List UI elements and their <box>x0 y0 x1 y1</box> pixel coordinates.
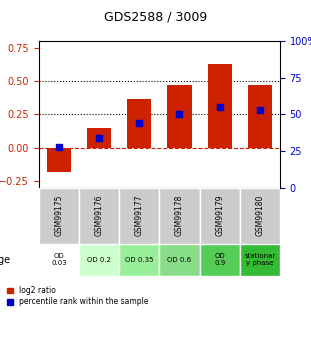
Bar <box>248 85 272 148</box>
Text: GSM99175: GSM99175 <box>54 195 63 236</box>
FancyBboxPatch shape <box>39 188 79 244</box>
Text: GSM99180: GSM99180 <box>255 195 264 236</box>
Text: OD 0.35: OD 0.35 <box>125 257 154 263</box>
Point <box>257 107 262 113</box>
FancyBboxPatch shape <box>79 244 119 276</box>
Legend: log2 ratio, percentile rank within the sample: log2 ratio, percentile rank within the s… <box>7 286 148 306</box>
Point <box>57 144 62 149</box>
FancyBboxPatch shape <box>79 188 119 244</box>
Bar <box>47 148 71 171</box>
Text: OD 0.2: OD 0.2 <box>87 257 111 263</box>
Bar <box>167 85 192 148</box>
FancyBboxPatch shape <box>159 188 200 244</box>
Bar <box>87 128 111 148</box>
FancyBboxPatch shape <box>240 244 280 276</box>
FancyBboxPatch shape <box>200 244 240 276</box>
Bar <box>208 64 232 148</box>
FancyBboxPatch shape <box>200 188 240 244</box>
Bar <box>127 99 151 148</box>
FancyBboxPatch shape <box>240 188 280 244</box>
Text: GSM99178: GSM99178 <box>175 195 184 236</box>
Text: GDS2588 / 3009: GDS2588 / 3009 <box>104 10 207 23</box>
FancyBboxPatch shape <box>159 244 200 276</box>
FancyBboxPatch shape <box>119 188 159 244</box>
Point <box>177 112 182 117</box>
Point <box>137 120 142 126</box>
Point <box>217 105 222 110</box>
Point <box>97 135 102 141</box>
Text: OD 0.6: OD 0.6 <box>167 257 192 263</box>
FancyBboxPatch shape <box>39 244 79 276</box>
Text: GSM99179: GSM99179 <box>215 195 224 236</box>
Text: GSM99176: GSM99176 <box>95 195 104 236</box>
Text: OD
0.03: OD 0.03 <box>51 253 67 266</box>
Text: OD
0.9: OD 0.9 <box>214 253 225 266</box>
FancyBboxPatch shape <box>119 244 159 276</box>
Text: stationar
y phase: stationar y phase <box>244 253 276 266</box>
Text: GSM99177: GSM99177 <box>135 195 144 236</box>
Text: age: age <box>0 255 11 265</box>
